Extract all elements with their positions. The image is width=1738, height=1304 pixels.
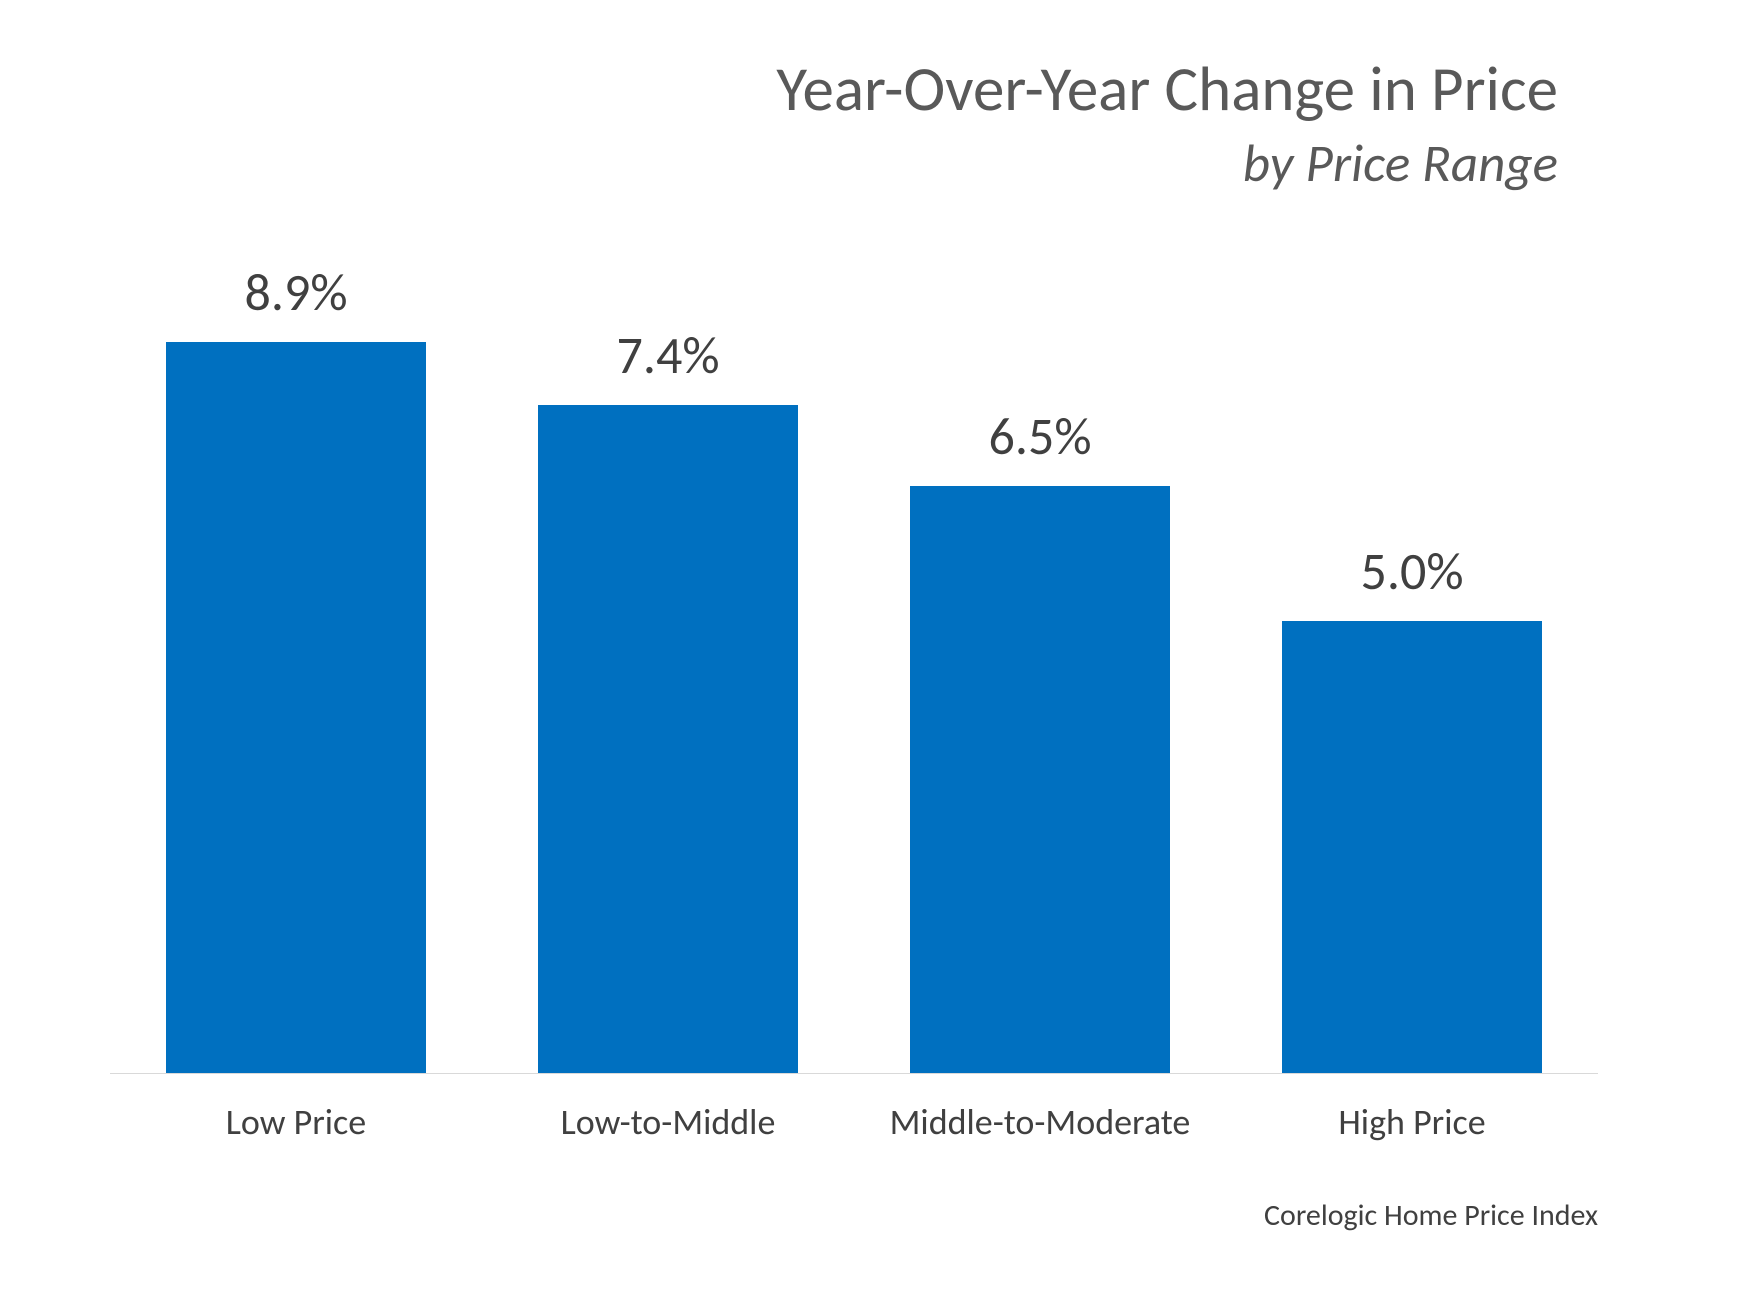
bar-group-2: 6.5% — [854, 260, 1226, 1073]
bar-2 — [910, 486, 1170, 1073]
bar-1 — [538, 405, 798, 1073]
bars-row: 8.9% 7.4% 6.5% 5.0% — [110, 260, 1598, 1073]
bar-value-label-3: 5.0% — [1360, 539, 1463, 603]
x-label-0: Low Price — [110, 1100, 482, 1144]
x-label-3: High Price — [1226, 1100, 1598, 1144]
chart-container: Year-Over-Year Change in Price by Price … — [60, 40, 1678, 1264]
chart-subtitle: by Price Range — [776, 132, 1558, 196]
bar-0 — [166, 342, 426, 1073]
bar-value-label-2: 6.5% — [988, 404, 1091, 468]
chart-title: Year-Over-Year Change in Price — [776, 50, 1558, 127]
x-axis: Low Price Low-to-Middle Middle-to-Modera… — [110, 1100, 1598, 1144]
source-label: Corelogic Home Price Index — [1264, 1197, 1598, 1234]
title-block: Year-Over-Year Change in Price by Price … — [776, 50, 1558, 196]
plot-area: 8.9% 7.4% 6.5% 5.0% — [110, 260, 1598, 1074]
bar-group-3: 5.0% — [1226, 260, 1598, 1073]
bar-3 — [1282, 621, 1542, 1073]
x-label-2: Middle-to-Moderate — [854, 1100, 1226, 1144]
bar-value-label-0: 8.9% — [244, 260, 347, 324]
bar-value-label-1: 7.4% — [616, 323, 719, 387]
bar-group-1: 7.4% — [482, 260, 854, 1073]
x-label-1: Low-to-Middle — [482, 1100, 854, 1144]
bar-group-0: 8.9% — [110, 260, 482, 1073]
